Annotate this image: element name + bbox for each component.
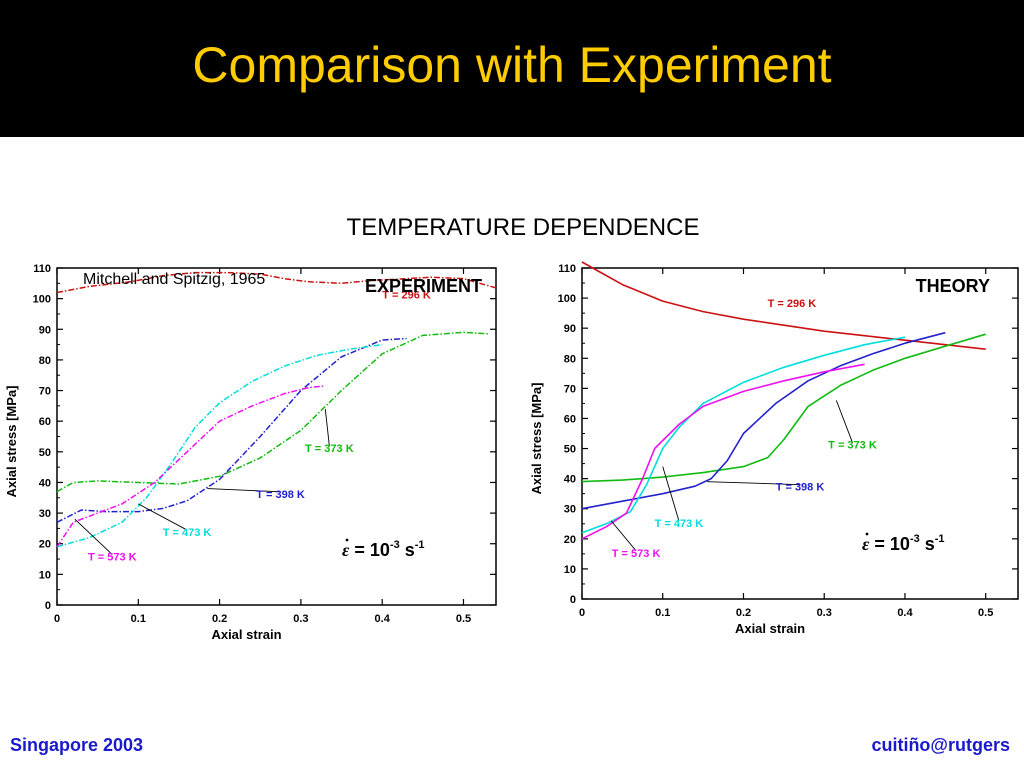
strain-rate-base: = 10 bbox=[349, 540, 390, 560]
x-tick-label: 0 bbox=[579, 607, 585, 619]
x-axis-label: Axial strain bbox=[735, 621, 805, 636]
series-line-1 bbox=[56, 331, 488, 493]
series-line-0 bbox=[56, 271, 497, 294]
annotation-leader bbox=[207, 488, 281, 493]
y-tick-label: 0 bbox=[45, 600, 51, 612]
series-line-3 bbox=[56, 343, 383, 548]
y-axis-label: Axial stress [MPa] bbox=[4, 386, 19, 498]
annotation-leader bbox=[324, 408, 330, 446]
experiment-chart: 0 10 20 30 40 50 60 70 80 90 100 110 0 0.1 0.2 0.3 0.4 0.… bbox=[4, 263, 497, 642]
annotation-leader bbox=[610, 520, 637, 552]
y-tick-label: 70 bbox=[39, 386, 51, 398]
y-tick-label: 60 bbox=[39, 416, 51, 428]
y-tick-label: 30 bbox=[564, 504, 576, 516]
x-tick-label: 0.2 bbox=[212, 613, 227, 625]
y-tick-label: 40 bbox=[564, 474, 576, 486]
y-axis-label: Axial stress [MPa] bbox=[529, 383, 544, 495]
panel-label: EXPERIMENT bbox=[365, 276, 482, 296]
x-tick-label: 0.1 bbox=[655, 607, 670, 619]
annotation-leader bbox=[74, 518, 113, 555]
series-annotation-label: T = 473 K bbox=[655, 518, 704, 530]
x-axis-label: Axial strain bbox=[211, 627, 281, 642]
strain-rate-label: ε = 10-3 s-1 bbox=[342, 539, 425, 560]
title-bar bbox=[0, 0, 1024, 137]
series-annotation-label: T = 296 K bbox=[768, 298, 817, 310]
y-tick-label: 110 bbox=[558, 263, 576, 275]
series-annotation-label: T = 373 K bbox=[828, 440, 877, 452]
strain-rate-eps: ε bbox=[862, 534, 870, 554]
series-annotation-label: T = 398 K bbox=[256, 489, 305, 501]
strain-rate-unit-exp: -1 bbox=[415, 539, 425, 551]
series-line-2 bbox=[581, 331, 946, 510]
y-tick-label: 90 bbox=[564, 323, 576, 335]
series-annotation-label: T = 296 K bbox=[382, 290, 431, 302]
source-note: Mitchell and Spitzig, 1965 bbox=[83, 271, 265, 288]
strain-rate-base: = 10 bbox=[869, 534, 910, 554]
footer-event: Singapore 2003 bbox=[10, 735, 144, 755]
chart-subtitle: TEMPERATURE DEPENDENCE bbox=[346, 214, 700, 241]
theory-chart: 0 10 20 30 40 50 60 70 80 90 100 110 0 0.1 0.2 0.3 0.4 0.… bbox=[529, 261, 1019, 636]
y-tick-label: 30 bbox=[39, 508, 51, 520]
y-tick-label: 20 bbox=[39, 539, 51, 551]
y-tick-label: 110 bbox=[33, 263, 51, 275]
y-tick-label: 80 bbox=[564, 353, 576, 365]
x-tick-label: 0.5 bbox=[456, 613, 471, 625]
x-tick-label: 0 bbox=[54, 613, 60, 625]
y-tick-label: 20 bbox=[564, 534, 576, 546]
strain-rate-unit-exp: -1 bbox=[935, 533, 945, 545]
slide-title: Comparison with Experiment bbox=[192, 37, 832, 93]
strain-rate-exp: -3 bbox=[910, 533, 920, 545]
strain-rate-dot bbox=[345, 538, 349, 542]
x-tick-label: 0.1 bbox=[131, 613, 146, 625]
series-annotation-label: T = 573 K bbox=[612, 548, 661, 560]
series-line-2 bbox=[56, 337, 407, 523]
series-line-4 bbox=[56, 385, 326, 548]
strain-rate-label: ε = 10-3 s-1 bbox=[862, 533, 945, 554]
series-line-4 bbox=[581, 363, 865, 540]
y-tick-label: 50 bbox=[39, 447, 51, 459]
strain-rate-exp: -3 bbox=[390, 539, 400, 551]
series-annotation-label: T = 473 K bbox=[163, 527, 212, 539]
y-tick-label: 0 bbox=[570, 594, 576, 606]
series-line-1 bbox=[581, 333, 986, 483]
y-tick-label: 40 bbox=[39, 477, 51, 489]
annotation-leader bbox=[835, 400, 853, 443]
x-tick-label: 0.4 bbox=[897, 607, 913, 619]
y-tick-label: 10 bbox=[39, 569, 51, 581]
series-annotation-label: T = 398 K bbox=[776, 482, 825, 494]
panel-label: THEORY bbox=[916, 276, 990, 296]
annotation-leader bbox=[138, 503, 188, 531]
x-tick-label: 0.5 bbox=[978, 607, 993, 619]
series-annotation-label: T = 573 K bbox=[88, 552, 137, 564]
x-tick-label: 0.4 bbox=[375, 613, 391, 625]
strain-rate-unit: s bbox=[400, 540, 415, 560]
y-tick-label: 10 bbox=[564, 564, 576, 576]
y-tick-label: 80 bbox=[39, 355, 51, 367]
y-tick-label: 100 bbox=[558, 293, 576, 305]
x-tick-label: 0.2 bbox=[736, 607, 751, 619]
annotation-leader bbox=[707, 481, 801, 486]
strain-rate-unit: s bbox=[920, 534, 935, 554]
footer-author: cuitiño@rutgers bbox=[871, 735, 1010, 755]
y-tick-label: 100 bbox=[33, 294, 51, 306]
series-annotation-label: T = 373 K bbox=[305, 443, 354, 455]
x-tick-label: 0.3 bbox=[293, 613, 308, 625]
y-tick-label: 90 bbox=[39, 324, 51, 336]
annotation-leader bbox=[662, 466, 680, 521]
strain-rate-eps: ε bbox=[342, 540, 350, 560]
y-tick-label: 50 bbox=[564, 444, 576, 456]
x-tick-label: 0.3 bbox=[817, 607, 832, 619]
strain-rate-dot bbox=[865, 532, 869, 536]
y-tick-label: 70 bbox=[564, 383, 576, 395]
y-tick-label: 60 bbox=[564, 413, 576, 425]
